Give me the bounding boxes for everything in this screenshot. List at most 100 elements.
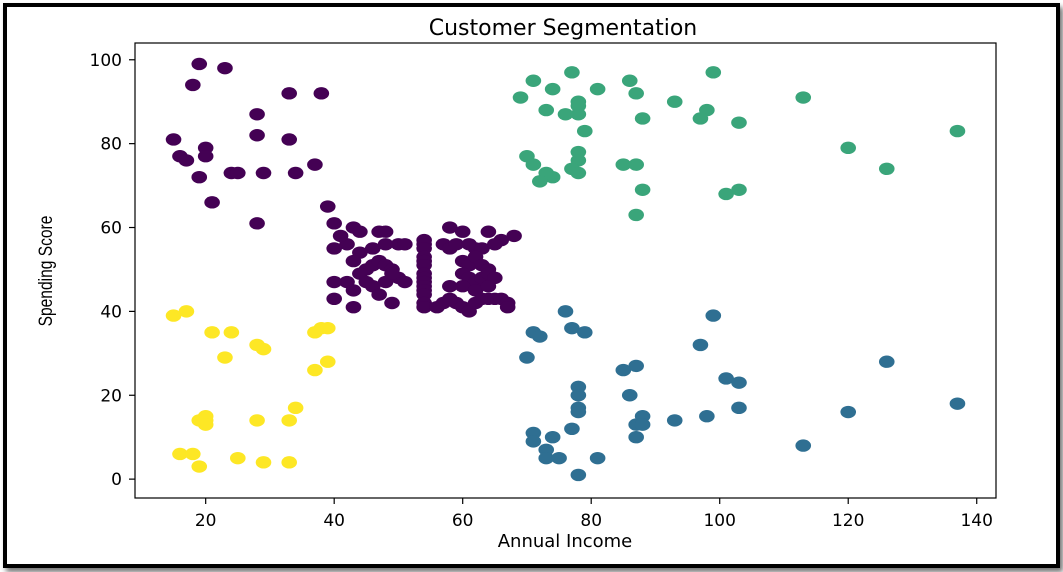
scatter-point — [538, 103, 555, 117]
chart-frame — [3, 3, 1060, 568]
scatter-point — [230, 451, 246, 465]
scatter-point — [480, 280, 497, 293]
scatter-point — [397, 238, 413, 251]
scatter-point — [249, 108, 265, 121]
scatter-point — [628, 359, 644, 373]
scatter-point — [628, 87, 644, 100]
scatter-point — [570, 468, 587, 482]
scatter-point — [249, 217, 265, 230]
scatter-point — [255, 166, 272, 180]
y-tick-label: 0 — [111, 470, 122, 490]
scatter-point — [178, 305, 195, 318]
scatter-point — [840, 405, 857, 419]
scatter-point — [178, 154, 195, 167]
scatter-point — [666, 414, 683, 427]
scatter-point — [281, 87, 298, 100]
scatter-point — [442, 292, 458, 306]
y-axis: 0 20 40 60 80 100 — [90, 51, 135, 490]
y-axis-label: Spending Score — [35, 216, 57, 327]
scatter-point — [570, 166, 587, 180]
scatter-point — [705, 309, 722, 322]
scatter-point — [377, 225, 394, 238]
scatter-point — [731, 116, 747, 129]
scatter-point — [377, 238, 394, 251]
scatter-point — [589, 82, 606, 96]
scatter-point — [666, 95, 683, 108]
scatter-point — [570, 108, 587, 121]
scatter-point — [307, 326, 323, 339]
scatter-point — [332, 229, 349, 243]
scatter-point — [197, 150, 214, 163]
scatter-point — [191, 460, 208, 473]
x-tick-label: 60 — [452, 511, 474, 531]
scatter-point — [384, 267, 400, 280]
scatter-point — [525, 435, 542, 448]
y-tick-label: 40 — [100, 302, 122, 322]
scatter-point — [731, 376, 747, 389]
x-axis-label: Annual Income — [498, 531, 633, 552]
scatter-point — [795, 91, 812, 104]
scatter-point — [345, 300, 362, 314]
scatter-series-4 — [165, 305, 336, 473]
x-tick-label: 140 — [960, 511, 992, 531]
scatter-point — [191, 57, 208, 71]
x-tick-label: 100 — [703, 511, 735, 531]
scatter-point — [281, 133, 298, 146]
scatter-series-2 — [512, 66, 966, 222]
scatter-point — [448, 238, 465, 251]
scatter-point — [454, 280, 471, 293]
scatter-point — [634, 112, 651, 125]
x-tick-label: 20 — [195, 511, 217, 531]
scatter-series-1 — [165, 57, 522, 318]
scatter-point — [326, 292, 342, 306]
data-points — [165, 57, 966, 482]
scatter-point — [699, 410, 715, 423]
scatter-point — [461, 238, 477, 251]
scatter-point — [480, 225, 497, 238]
scatter-point — [307, 158, 323, 171]
scatter-point — [692, 338, 709, 352]
plot-area — [134, 42, 997, 499]
scatter-point — [255, 456, 272, 469]
scatter-point — [397, 275, 413, 289]
scatter-point — [615, 363, 632, 377]
chart-title: Customer Segmentation — [429, 16, 697, 41]
scatter-point — [185, 78, 201, 92]
scatter-point — [557, 305, 574, 318]
scatter-point — [705, 66, 722, 79]
scatter-point — [416, 300, 432, 314]
scatter-point — [531, 330, 548, 343]
y-tick-label: 20 — [100, 386, 122, 406]
scatter-point — [525, 74, 542, 87]
scatter-point — [185, 447, 201, 461]
scatter-point — [634, 183, 651, 196]
scatter-point — [165, 309, 182, 322]
scatter-point — [512, 91, 529, 104]
scatter-point — [364, 242, 381, 255]
x-axis: 20 40 60 80 100 120 140 — [195, 498, 993, 531]
scatter-point — [564, 66, 580, 79]
scatter-point — [519, 351, 535, 364]
x-tick-label: 120 — [832, 511, 864, 531]
scatter-point — [731, 401, 747, 415]
scatter-point — [345, 284, 362, 297]
scatter-point — [628, 208, 644, 222]
scatter-point — [544, 82, 561, 96]
y-tick-label: 60 — [100, 219, 122, 239]
scatter-point — [281, 456, 298, 469]
scatter-point — [442, 221, 458, 234]
scatter-point — [878, 162, 895, 176]
scatter-point — [795, 439, 812, 452]
scatter-point — [557, 108, 574, 121]
scatter-series-3 — [519, 305, 966, 482]
scatter-point — [384, 296, 400, 310]
scatter-point — [319, 321, 336, 335]
scatter-point — [307, 363, 323, 377]
scatter-point — [319, 200, 336, 213]
scatter-point — [538, 451, 555, 465]
scatter-point — [345, 254, 362, 268]
scatter-point — [949, 124, 966, 138]
scatter-point — [564, 422, 580, 436]
scatter-point — [326, 275, 342, 289]
